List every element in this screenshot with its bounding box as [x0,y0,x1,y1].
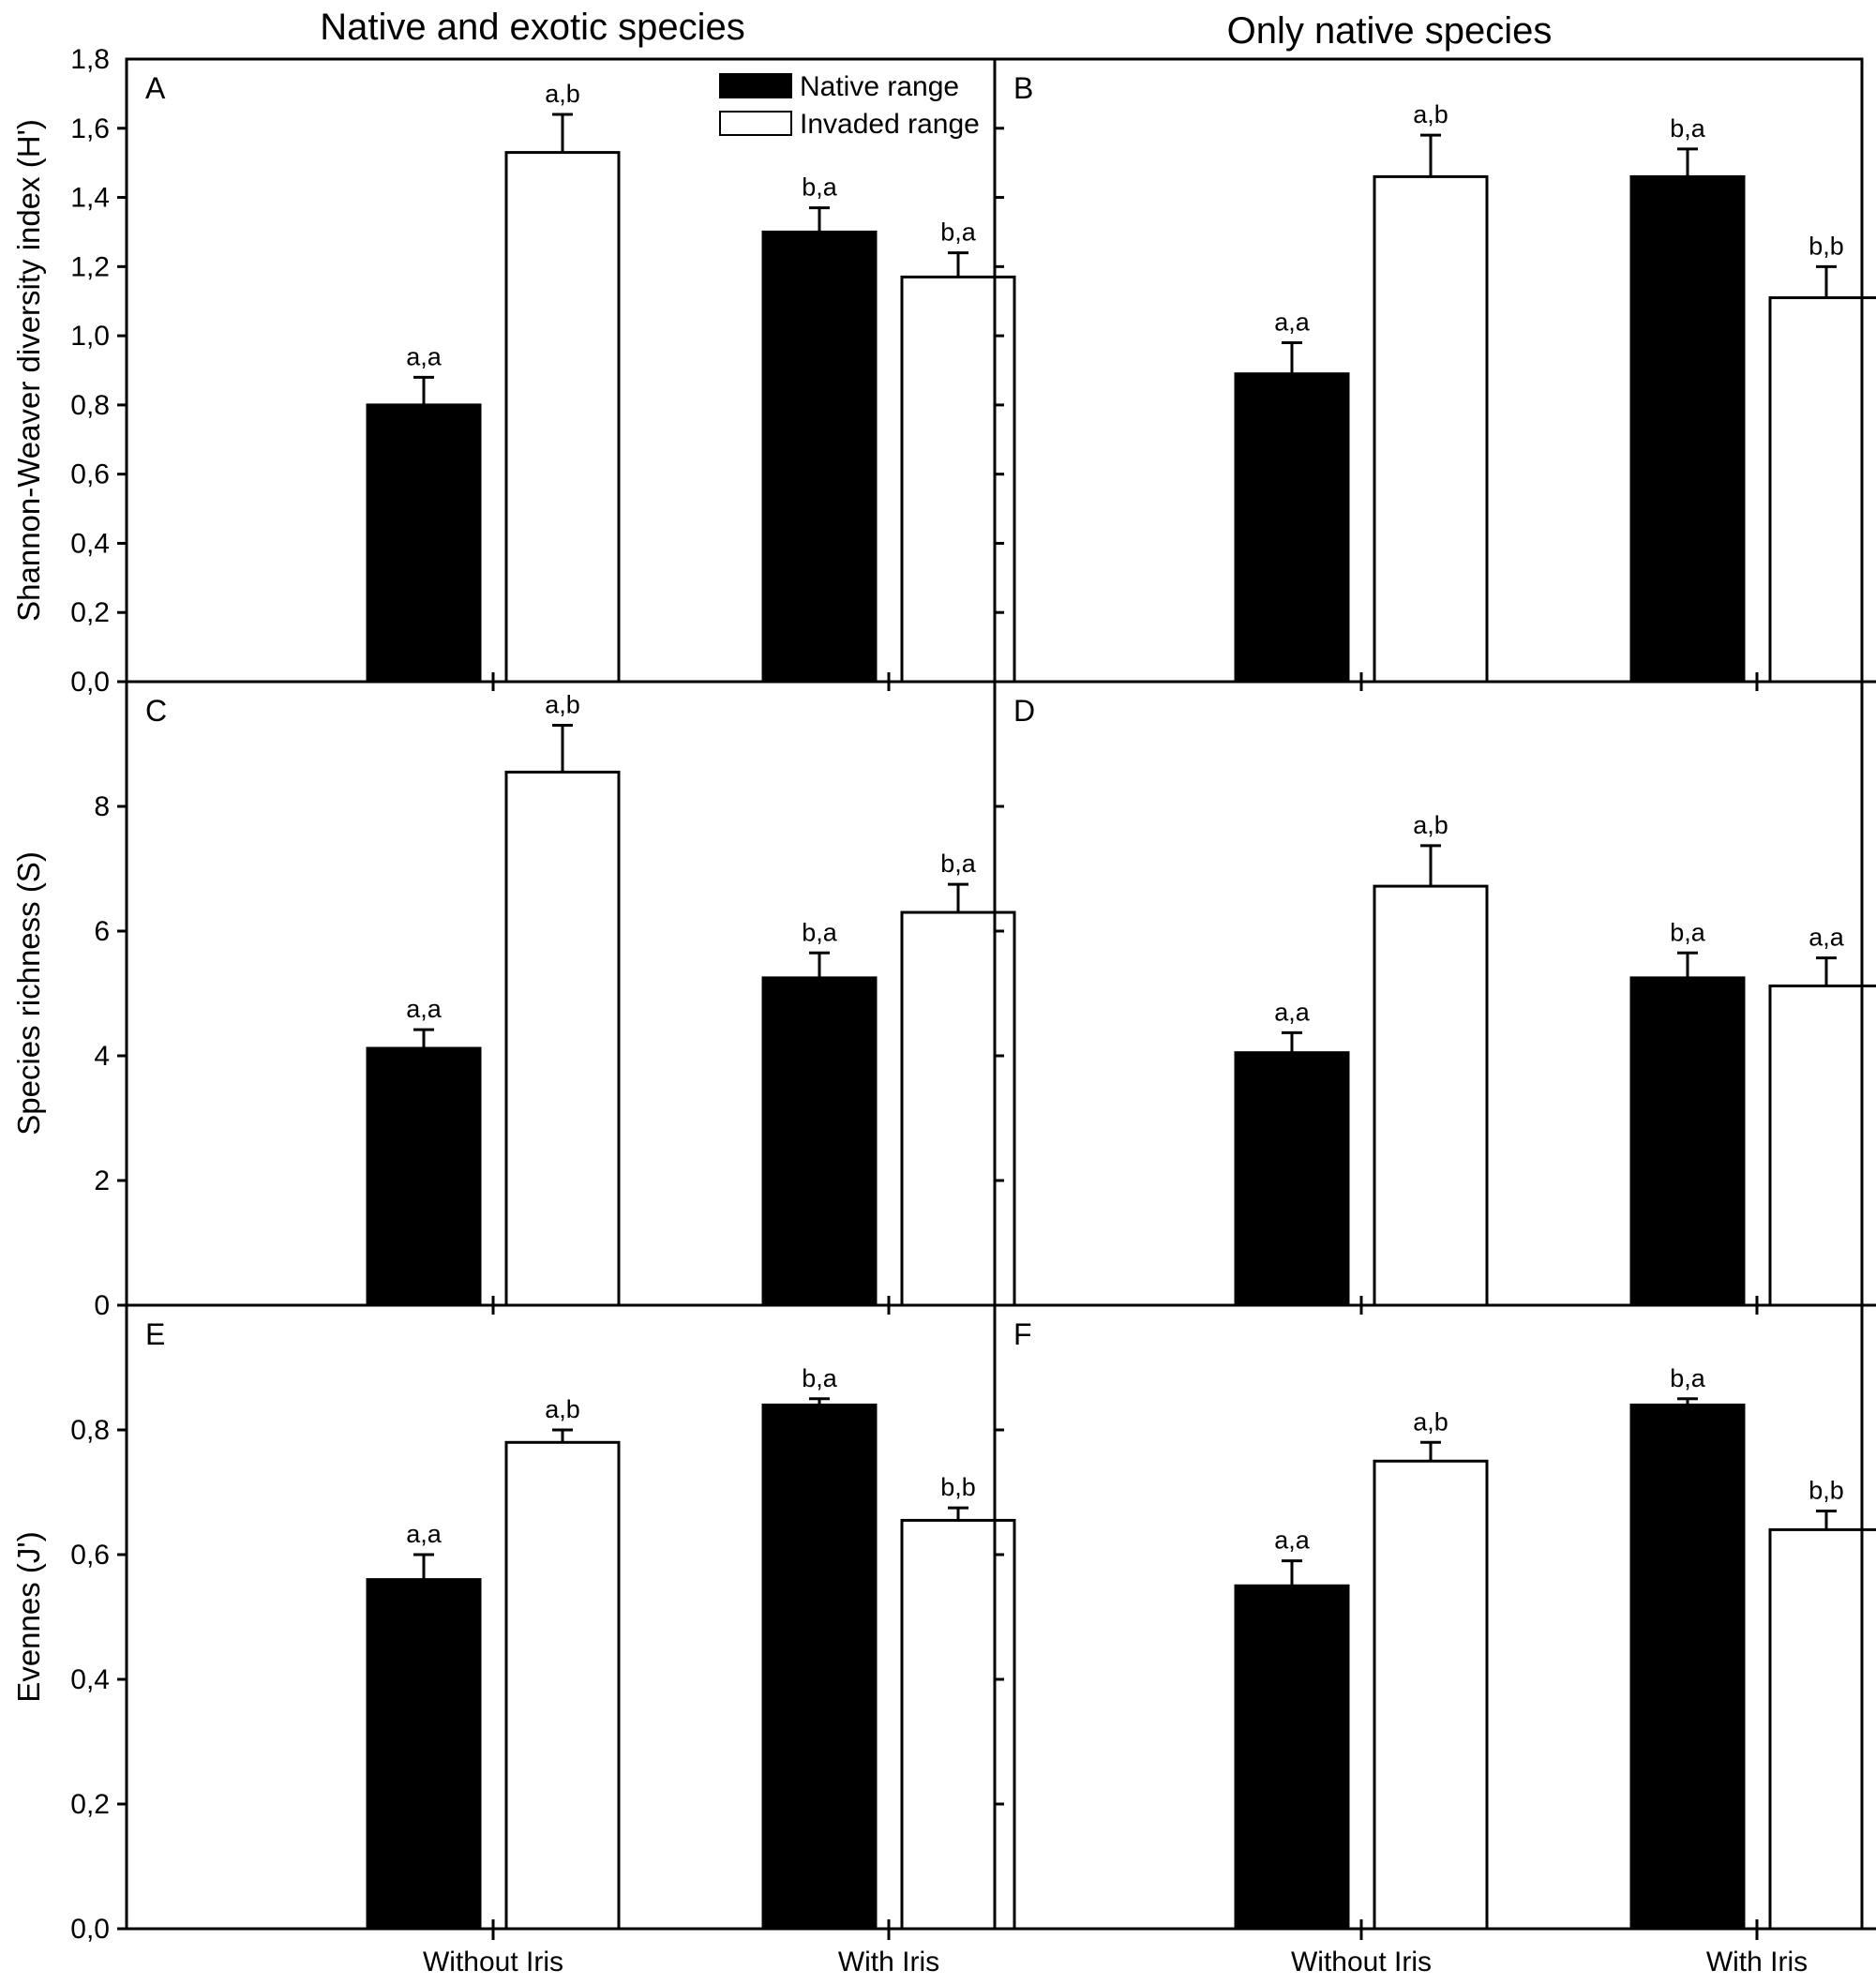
panel-letter-e: E [145,1317,165,1351]
panel-f: a,a b,a a,b b,b Without Iris With Iris F [993,1303,1876,1977]
bar-c-native-1 [366,1046,482,1307]
bar-label-d-invaded-1: a,b [1413,811,1448,839]
bar-label-a-invaded-1: a,b [545,80,580,108]
panel-c: a,a b,a a,b b,a 0 2 4 6 8 C Species richness (S) [11,680,1016,1321]
bar-label-a-native-1: a,a [406,342,443,370]
bar-e-invaded-1 [504,1440,621,1931]
bar-label-e-native-2: b,a [802,1364,838,1392]
y-tick-label-c-4: 8 [94,791,110,822]
x-label-e-1: Without Iris [423,1947,563,1977]
bar-d-native-1 [1234,1051,1350,1307]
bar-b-native-1 [1234,372,1350,684]
legend: Native range Invaded range [719,71,980,140]
bar-label-f-invaded-2: b,b [1808,1476,1844,1504]
bar-f-invaded-2 [1768,1527,1876,1931]
bar-f-invaded-1 [1373,1459,1489,1931]
y-tick-label-a-1: 0,2 [70,597,110,628]
y-tick-label-c-1: 2 [94,1165,110,1196]
bar-label-d-native-1: a,a [1274,998,1311,1026]
panel-b: a,a b,a a,b b,b B [993,57,1876,691]
legend-swatch-native [719,73,792,98]
bar-label-f-invaded-1: a,b [1413,1407,1448,1436]
panel-e: a,a b,a a,b b,b 0,0 0,2 0,4 0,6 0,8 Without Iris W… [11,1303,1016,1977]
bar-f-native-1 [1234,1584,1350,1931]
axis-frame-f [993,1303,1864,1931]
bar-e-invaded-2 [900,1518,1016,1931]
bar-c-native-2 [761,976,878,1307]
panel-letter-b: B [1013,71,1033,105]
bar-d-native-2 [1629,976,1746,1307]
y-tick-label-c-2: 4 [94,1041,110,1072]
legend-label-native: Native range [800,71,959,102]
y-tick-label-a-5: 1,0 [70,321,110,352]
y-tick-label-a-4: 0,8 [70,390,110,421]
bar-label-f-native-1: a,a [1274,1526,1311,1555]
y-tick-label-e-2: 0,4 [70,1664,110,1695]
bar-label-c-invaded-2: b,a [940,850,977,878]
bar-d-invaded-1 [1373,884,1489,1307]
bar-d-invaded-2 [1768,985,1876,1307]
panels: a,a b,a a,b b,a 0,0 0,2 0,4 0,6 0,8 1,0 1,2 1,4 1,6 1… [11,44,1876,1977]
y-axis-title-e: Evennes (J') [11,1531,46,1702]
y-tick-label-a-7: 1,4 [70,183,110,214]
y-tick-label-a-8: 1,6 [70,113,110,144]
bar-label-b-native-2: b,a [1670,114,1706,143]
panel-a: a,a b,a a,b b,a 0,0 0,2 0,4 0,6 0,8 1,0 1,2 1,4 1,6 1… [11,44,1016,698]
bar-label-f-native-2: b,a [1670,1364,1706,1392]
column-title-left: Native and exotic species [320,7,745,48]
bar-label-a-native-2: b,a [802,173,838,202]
panel-letter-d: D [1013,694,1035,728]
panel-letter-c: C [145,694,167,728]
bar-a-invaded-1 [504,151,621,684]
bar-label-a-invaded-2: b,a [940,218,977,247]
y-tick-label-a-3: 0,6 [70,459,110,490]
y-tick-label-a-0: 0,0 [70,667,110,698]
panel-letter-f: F [1013,1317,1032,1351]
y-axis-title-c: Species richness (S) [11,851,46,1135]
y-tick-label-a-9: 1,8 [70,44,110,75]
y-tick-label-a-6: 1,2 [70,251,110,282]
bar-label-e-native-1: a,a [406,1520,443,1548]
column-title-right: Only native species [1227,10,1553,52]
legend-label-invaded: Invaded range [800,109,980,140]
panel-d: a,a b,a a,b a,a D [993,680,1876,1315]
legend-swatch-invaded [719,111,792,136]
y-tick-label-c-3: 6 [94,916,110,947]
y-tick-label-a-2: 0,4 [70,528,110,559]
x-label-f-1: Without Iris [1291,1947,1432,1977]
bar-label-b-native-1: a,a [1274,308,1311,336]
bar-b-invaded-1 [1373,174,1489,684]
bar-label-e-invaded-2: b,b [940,1473,976,1501]
bar-label-b-invaded-1: a,b [1413,100,1448,128]
bar-c-invaded-2 [900,910,1016,1307]
bar-label-c-invaded-1: a,b [545,691,580,719]
x-label-e-2: With Iris [838,1947,939,1977]
bar-label-d-native-2: b,a [1670,918,1706,946]
bar-a-invaded-2 [900,275,1016,684]
bar-label-c-native-1: a,a [406,995,443,1023]
bar-b-native-2 [1629,174,1746,684]
bar-label-e-invaded-1: a,b [545,1395,580,1423]
bar-c-invaded-1 [504,770,621,1307]
bar-e-native-2 [761,1403,878,1931]
x-label-f-2: With Iris [1706,1947,1808,1977]
bar-f-native-2 [1629,1403,1746,1931]
y-tick-label-e-1: 0,2 [70,1789,110,1820]
y-tick-label-e-0: 0,0 [70,1914,110,1945]
bar-e-native-1 [366,1578,482,1931]
bar-label-b-invaded-2: b,b [1808,232,1844,260]
bar-label-c-native-2: b,a [802,918,838,946]
bar-a-native-1 [366,403,482,684]
bar-a-native-2 [761,230,878,684]
panel-letter-a: A [145,71,166,105]
bar-b-invaded-2 [1768,296,1876,684]
y-tick-label-e-4: 0,8 [70,1415,110,1446]
y-tick-label-c-0: 0 [94,1290,110,1321]
y-axis-title-a: Shannon-Weaver diversity index (H') [11,119,46,622]
y-tick-label-e-3: 0,6 [70,1540,110,1571]
bar-label-d-invaded-2: a,a [1808,924,1845,952]
